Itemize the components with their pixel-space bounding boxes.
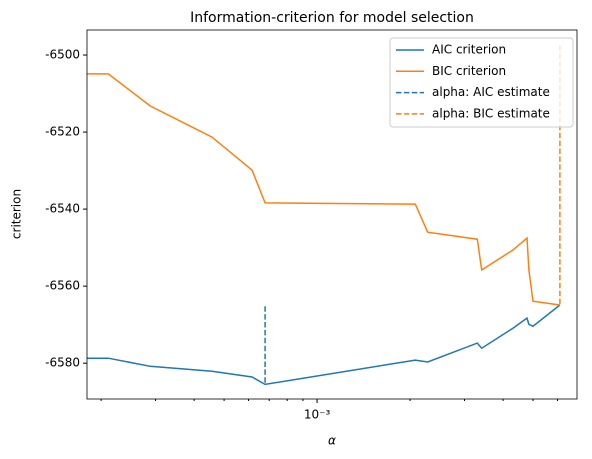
y-tick-label: -6520 — [45, 125, 80, 139]
legend-label: BIC criterion — [432, 64, 506, 78]
legend-label: AIC criterion — [432, 43, 506, 57]
chart-title: Information-criterion for model selectio… — [190, 10, 474, 26]
y-tick-label: -6540 — [45, 202, 80, 216]
y-tick-label: -6500 — [45, 48, 80, 62]
series-line — [87, 304, 561, 386]
legend-label: alpha: AIC estimate — [432, 85, 550, 99]
legend-box — [389, 37, 574, 128]
legend-label: alpha: BIC estimate — [432, 106, 550, 120]
series-line — [87, 73, 561, 306]
y-tick-label: -6580 — [45, 356, 80, 370]
y-tick-label: -6560 — [45, 279, 80, 293]
plot-frame — [86, 29, 578, 400]
x-tick-label: 10⁻³ — [304, 408, 331, 422]
x-axis-label: α — [328, 434, 336, 448]
y-axis-label: criterion — [10, 189, 24, 239]
